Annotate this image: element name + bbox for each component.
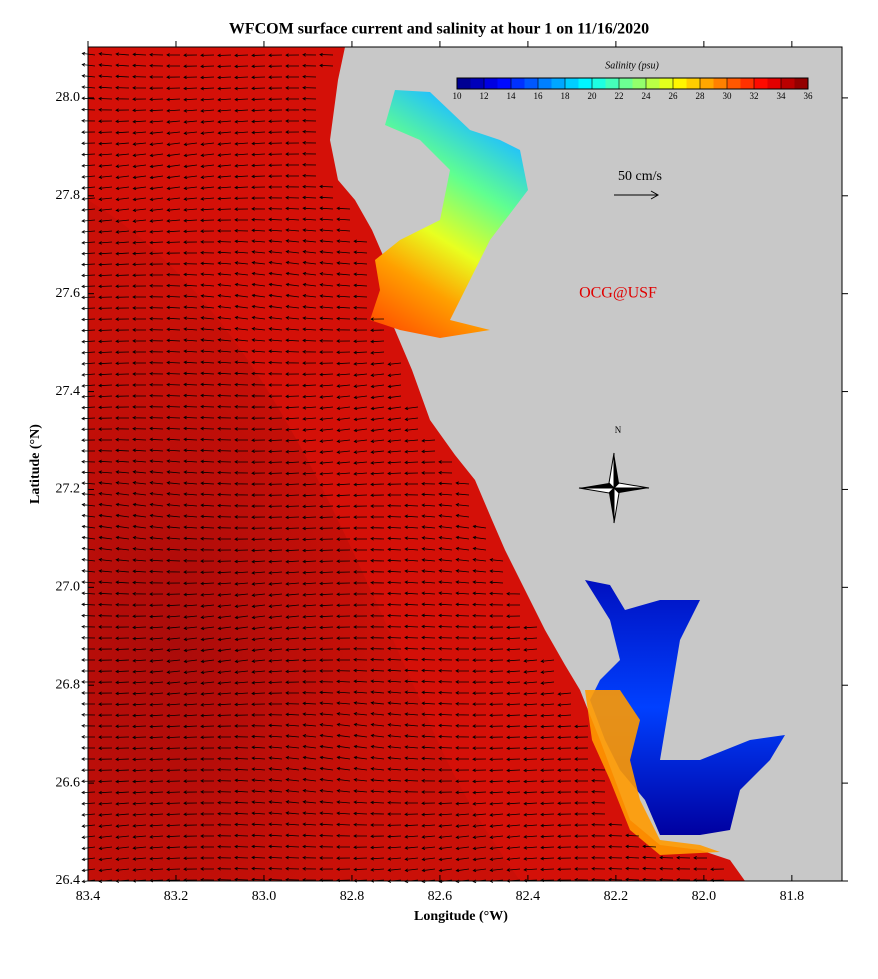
- colorbar-cell: [578, 78, 593, 89]
- tampa-bay: [370, 90, 528, 338]
- colorbar-cell: [592, 78, 606, 89]
- x-tick-label: 81.8: [780, 889, 805, 904]
- colorbar-tick-label: 22: [615, 91, 624, 101]
- colorbar-cell: [794, 78, 809, 89]
- y-tick-label: 26.8: [56, 677, 81, 692]
- x-tick-label: 83.2: [164, 889, 189, 904]
- colorbar-tick-label: 36: [804, 91, 814, 101]
- colorbar-cell: [457, 78, 471, 89]
- colorbar-cell: [511, 78, 525, 89]
- charlotte-mouth: [585, 690, 720, 855]
- credit: OCG@USF: [579, 285, 657, 302]
- colorbar-cell: [700, 78, 714, 89]
- y-tick-label: 27.6: [56, 286, 81, 301]
- colorbar-cell: [781, 78, 795, 89]
- colorbar-cell: [497, 78, 512, 89]
- colorbar-cell: [632, 78, 647, 89]
- colorbar-cell: [538, 78, 552, 89]
- colorbar-tick-label: 18: [561, 91, 571, 101]
- scale-arrow-head: [650, 190, 660, 200]
- y-tick-label: 27.2: [56, 482, 81, 497]
- x-tick-label: 82.4: [516, 889, 541, 904]
- x-tick-label: 82.2: [604, 889, 629, 904]
- x-tick-label: 83.4: [76, 889, 101, 904]
- x-tick-label: 82.6: [428, 889, 453, 904]
- current-vectors: [81, 51, 725, 884]
- scale-label: 50 cm/s: [618, 169, 662, 184]
- colorbar-cell: [470, 78, 485, 89]
- colorbar-cell: [767, 78, 782, 89]
- y-tick-label: 26.4: [56, 873, 81, 888]
- y-axis-label: Latitude (°N): [28, 424, 43, 504]
- colorbar-cell: [484, 78, 498, 89]
- colorbar-tick-label: 16: [534, 91, 544, 101]
- colorbar-tick-label: 24: [642, 91, 652, 101]
- y-tick-label: 27.4: [56, 384, 81, 399]
- y-tick-label: 26.6: [56, 775, 81, 790]
- y-tick-label: 28.0: [56, 90, 81, 105]
- colorbar-cell: [551, 78, 566, 89]
- charlotte-harbor: [585, 580, 785, 835]
- colorbar-tick-label: 34: [777, 91, 787, 101]
- x-axis-label: Longitude (°W): [414, 909, 508, 924]
- y-tick-label: 27.0: [56, 580, 81, 595]
- colorbar-tick-label: 32: [750, 91, 759, 101]
- colorbar-cell: [754, 78, 768, 89]
- colorbar-label: Salinity (psu): [605, 60, 659, 71]
- plot-frame: [87, 46, 843, 882]
- colorbar-cell: [565, 78, 579, 89]
- colorbar-cell: [619, 78, 633, 89]
- colorbar-tick-label: 30: [723, 91, 733, 101]
- colorbar-cell: [673, 78, 687, 89]
- colorbar-cell: [659, 78, 674, 89]
- colorbar-tick-label: 10: [453, 91, 463, 101]
- colorbar-cell: [524, 78, 539, 89]
- x-tick-label: 83.0: [252, 889, 277, 904]
- compass-rose: [578, 452, 650, 524]
- x-tick-label: 82.8: [340, 889, 365, 904]
- colorbar-cell: [646, 78, 660, 89]
- colorbar-tick-label: 14: [507, 91, 517, 101]
- colorbar-tick-label: 28: [696, 91, 706, 101]
- colorbar-cell: [740, 78, 755, 89]
- colorbar-cell: [686, 78, 701, 89]
- colorbar-cell: [713, 78, 728, 89]
- colorbar-tick-label: 20: [588, 91, 598, 101]
- colorbar-cell: [605, 78, 620, 89]
- colorbar-cell: [727, 78, 741, 89]
- north-label: N: [615, 425, 622, 435]
- title: WFCOM surface current and salinity at ho…: [229, 21, 649, 38]
- x-tick-label: 82.0: [692, 889, 717, 904]
- colorbar-tick-label: 26: [669, 91, 679, 101]
- y-tick-label: 27.8: [56, 188, 81, 203]
- colorbar-tick-label: 12: [480, 91, 489, 101]
